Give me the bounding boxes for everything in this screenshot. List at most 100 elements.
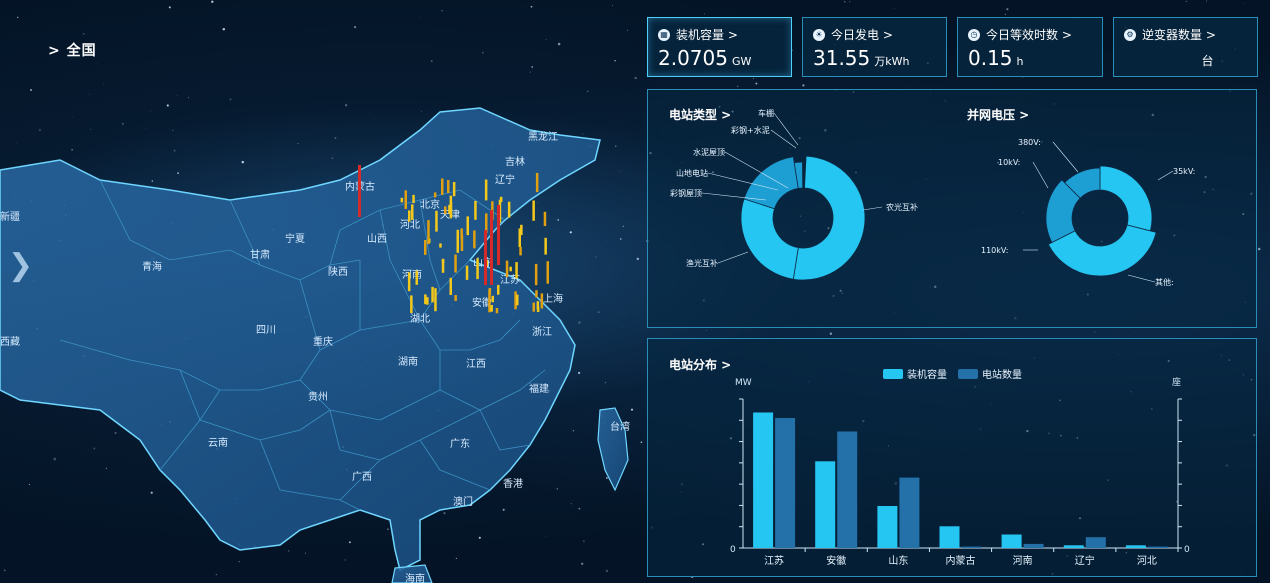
bar-capacity[interactable] (1125, 545, 1146, 548)
station-type-donut[interactable] (740, 155, 866, 281)
star (213, 21, 215, 23)
star (349, 541, 351, 544)
kpi-today-generation[interactable]: ☀ 今日发电 > 31.55 万kWh (802, 17, 947, 77)
station-bar (454, 254, 457, 273)
province-label[interactable]: 北京 (420, 198, 440, 211)
province-label[interactable]: 海南 (405, 572, 425, 583)
province-label[interactable]: 湖北 (410, 313, 430, 325)
station-bar (424, 240, 427, 255)
station-bar (518, 228, 521, 247)
province-label[interactable]: 台湾 (610, 420, 630, 433)
province-label[interactable]: 甘肃 (250, 248, 270, 261)
bar-count[interactable] (775, 418, 796, 548)
station-bar (412, 194, 415, 204)
province-label[interactable]: 西藏 (0, 336, 20, 348)
province-label[interactable]: 云南 (208, 436, 228, 449)
station-bar (536, 301, 540, 310)
province-label[interactable]: 澳门 (453, 495, 473, 508)
breadcrumb[interactable]: > 全国 (48, 43, 97, 59)
province-label[interactable]: 宁夏 (285, 232, 305, 245)
bar-capacity[interactable] (1001, 534, 1022, 549)
province-label[interactable]: 贵州 (308, 390, 328, 403)
station-type-label: 彩钢+水泥 (731, 125, 770, 135)
bar-count[interactable] (899, 477, 920, 548)
grid-voltage-title[interactable]: 并网电压 > (967, 108, 1030, 122)
station-bar (519, 246, 522, 256)
kpi-inverter-count[interactable]: ⚙ 逆变器数量 > 台 (1113, 17, 1258, 77)
sun-icon: ☀ (813, 28, 825, 41)
province-label[interactable]: 湖南 (398, 355, 418, 368)
province-label[interactable]: 安徽 (472, 296, 492, 309)
province-label[interactable]: 辽宁 (495, 173, 515, 186)
province-label[interactable]: 江西 (466, 358, 486, 370)
legend-label-count[interactable]: 电站数量 (982, 368, 1022, 381)
station-bar-large (484, 230, 487, 285)
kpi-unit: 台 (1201, 54, 1214, 68)
province-label[interactable]: 黑龙江 (528, 130, 558, 143)
province-label[interactable]: 广东 (450, 437, 470, 450)
star (297, 142, 299, 145)
station-bar (540, 293, 544, 309)
station-bar (448, 204, 451, 214)
station-bar (520, 224, 523, 236)
station-distribution-title[interactable]: 电站分布 > (669, 358, 732, 372)
province-label[interactable]: 四川 (256, 325, 276, 336)
province-label[interactable]: 香港 (503, 478, 523, 490)
star (569, 231, 572, 234)
china-outline (0, 107, 601, 572)
province-label[interactable]: 江苏 (500, 273, 520, 286)
donut-slice[interactable] (1064, 167, 1101, 199)
star (53, 457, 57, 461)
bar-count[interactable] (1023, 543, 1044, 548)
donut-slice[interactable] (1099, 165, 1153, 232)
star (443, 512, 446, 515)
bar-capacity[interactable] (939, 526, 960, 548)
donut-slice[interactable] (743, 156, 799, 210)
donut-slice[interactable] (793, 161, 804, 189)
donut-slice[interactable] (1045, 179, 1081, 244)
province-label[interactable]: 上海 (543, 292, 563, 305)
star (177, 172, 180, 175)
star (802, 84, 805, 87)
star (595, 256, 597, 258)
kpi-installed-capacity[interactable]: ▦ 装机容量 > 2.0705 GW (647, 17, 792, 77)
star (1006, 8, 1009, 11)
bar-capacity[interactable] (815, 461, 836, 548)
star (556, 488, 558, 490)
bar-count[interactable] (1147, 546, 1168, 548)
donut-slice[interactable] (792, 155, 866, 281)
province-label[interactable]: 山西 (367, 233, 387, 245)
station-type-label: 农光互补 (886, 202, 918, 212)
legend-label-capacity[interactable]: 装机容量 (907, 368, 947, 381)
station-bar (447, 180, 450, 194)
bar-capacity[interactable] (753, 412, 774, 549)
bar-count[interactable] (837, 431, 858, 549)
province-label[interactable]: 河南 (402, 268, 422, 281)
star (150, 110, 152, 112)
kpi-equivalent-hours[interactable]: ◷ 今日等效时数 > 0.15 h (957, 17, 1103, 77)
station-type-label: 渔光互补 (686, 258, 718, 268)
station-type-title[interactable]: 电站类型 > (669, 108, 732, 122)
province-label[interactable]: 新疆 (0, 210, 20, 223)
bar-capacity[interactable] (1063, 545, 1084, 548)
donut-slice[interactable] (1047, 224, 1157, 277)
station-type-label: 彩钢屋顶 (670, 188, 702, 198)
bar-count[interactable] (961, 546, 982, 548)
station-bar (491, 295, 494, 303)
star (150, 491, 153, 494)
province-label[interactable]: 吉林 (505, 155, 525, 168)
province-label[interactable]: 福建 (529, 382, 549, 395)
province-label[interactable]: 陕西 (328, 265, 348, 278)
grid-voltage-donut[interactable] (1045, 165, 1157, 277)
province-label[interactable]: 重庆 (313, 335, 333, 348)
china-map[interactable]: 黑龙江吉林辽宁内蒙古北京天津河北山西宁夏甘肃青海新疆西藏陕西四川重庆河南山东江苏… (0, 90, 640, 583)
chevron-left-icon[interactable]: ❯ (8, 248, 34, 283)
province-label[interactable]: 浙江 (532, 326, 552, 338)
station-type-label: 车棚 (758, 108, 774, 118)
province-label[interactable]: 河北 (400, 219, 420, 231)
bar-count[interactable] (1085, 537, 1106, 548)
province-label[interactable]: 青海 (142, 260, 162, 273)
donut-slice[interactable] (740, 198, 799, 280)
bar-capacity[interactable] (877, 506, 898, 548)
province-label[interactable]: 广西 (352, 471, 372, 483)
